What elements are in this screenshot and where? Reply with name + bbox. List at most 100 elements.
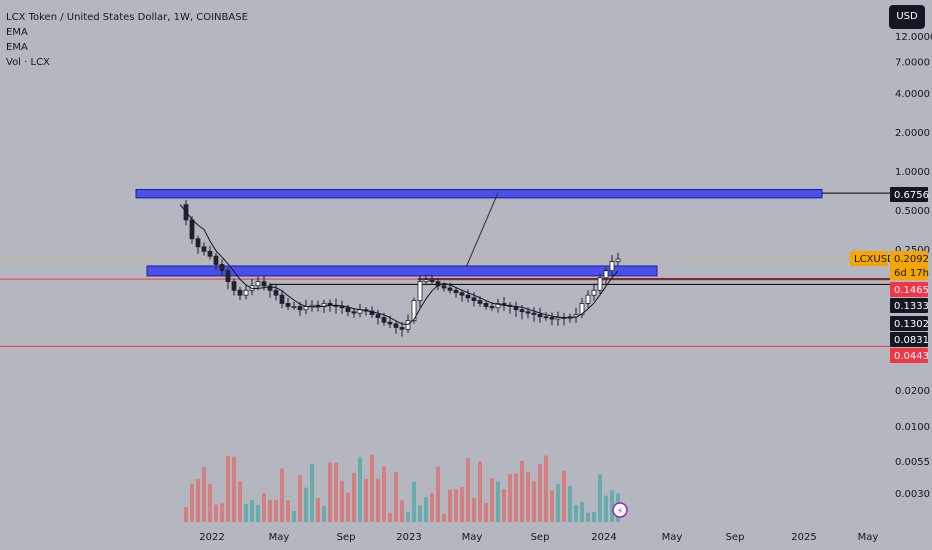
volume-bar — [232, 456, 236, 522]
candle — [375, 314, 381, 318]
candle — [423, 279, 429, 283]
candle — [309, 304, 315, 307]
price-tick-label: 0.5000 — [895, 206, 930, 217]
candle — [579, 303, 585, 315]
volume-bar — [310, 463, 314, 522]
price-tick-label: 12.0000 — [895, 32, 932, 43]
price-label-badge — [890, 251, 928, 266]
candle — [399, 327, 405, 330]
volume-bar — [490, 477, 494, 522]
candle — [267, 285, 273, 291]
volume-bar — [610, 490, 614, 522]
volume-bar — [508, 474, 512, 522]
candle — [387, 321, 393, 325]
volume-bar — [214, 504, 218, 522]
volume-bar — [472, 497, 476, 522]
time-tick-label: May — [269, 532, 290, 543]
price-label-badge — [890, 282, 928, 297]
candle — [351, 311, 357, 314]
volume-bar — [322, 506, 326, 522]
candle — [237, 289, 243, 296]
time-tick-label: 2024 — [591, 532, 616, 543]
trend-line — [465, 192, 499, 268]
volume-bar — [442, 513, 446, 522]
volume-bar — [520, 460, 524, 522]
price-label-badge — [890, 348, 928, 363]
volume-bar — [394, 472, 398, 522]
volume-bar — [226, 455, 230, 522]
volume-tick-label: 0.0055 — [895, 457, 930, 468]
candle — [519, 309, 525, 313]
volume-bar — [430, 492, 434, 522]
volume-bar — [202, 467, 206, 522]
candle — [597, 277, 603, 291]
candle — [243, 289, 249, 296]
candle — [201, 246, 207, 252]
candle — [255, 281, 261, 287]
volume-bar — [496, 481, 500, 522]
ema-indicator-1[interactable]: EMA — [6, 27, 28, 38]
price-label-text: 0.1302 — [894, 319, 929, 330]
volume-bar — [190, 483, 194, 522]
volume-bar — [196, 478, 200, 522]
volume-bar — [418, 505, 422, 522]
candle — [531, 312, 537, 315]
candle — [393, 323, 399, 328]
volume-bar — [364, 478, 368, 522]
volume-indicator[interactable]: Vol · LCX — [6, 57, 50, 68]
candle — [261, 281, 267, 287]
candle — [441, 285, 447, 289]
candle — [273, 289, 279, 296]
volume-bar — [370, 454, 374, 522]
candle — [279, 294, 285, 304]
time-tick-label: 2025 — [791, 532, 816, 543]
ema-indicator-2[interactable]: EMA — [6, 42, 28, 53]
volume-bar — [550, 490, 554, 522]
candle — [603, 270, 609, 279]
volume-bar — [358, 456, 362, 522]
candle — [483, 303, 489, 307]
price-label-badge — [890, 298, 928, 313]
volume-bar — [238, 480, 242, 522]
price-label-text: 0.0443 — [894, 351, 929, 362]
volume-bar — [466, 458, 470, 522]
volume-bar — [538, 464, 542, 522]
time-tick-label: Sep — [337, 532, 356, 543]
volume-bar — [334, 462, 338, 522]
chart-title[interactable]: LCX Token / United States Dollar, 1W, CO… — [6, 12, 248, 23]
volume-bar — [292, 511, 296, 522]
candle — [219, 264, 225, 272]
volume-bar — [340, 480, 344, 522]
volume-bar — [406, 511, 410, 522]
candle — [453, 289, 459, 294]
currency-button[interactable]: USD — [889, 5, 925, 29]
volume-bar — [304, 487, 308, 522]
time-tick-label: May — [858, 532, 879, 543]
volume-bar — [382, 466, 386, 522]
candle — [339, 306, 345, 309]
candle — [207, 250, 213, 257]
volume-bar — [424, 497, 428, 522]
volume-bar — [460, 486, 464, 522]
volume-bar — [604, 495, 608, 522]
volume-bar — [184, 507, 188, 522]
volume-bar — [532, 481, 536, 522]
price-label-text: 0.1333 — [894, 301, 929, 312]
volume-bar — [220, 503, 224, 522]
time-tick-label: May — [662, 532, 683, 543]
price-label-badge — [890, 316, 928, 331]
volume-bar — [454, 489, 458, 522]
candle — [381, 317, 387, 323]
candle — [465, 294, 471, 299]
volume-bar — [274, 499, 278, 522]
volume-bar — [568, 485, 572, 522]
volume-bar — [244, 503, 248, 522]
price-label-badge — [890, 332, 928, 347]
volume-bar — [580, 501, 584, 522]
price-label-text: 0.6756 — [894, 190, 929, 201]
volume-bar — [328, 462, 332, 522]
candle — [195, 238, 201, 248]
candle — [189, 219, 195, 240]
volume-bar — [412, 481, 416, 522]
